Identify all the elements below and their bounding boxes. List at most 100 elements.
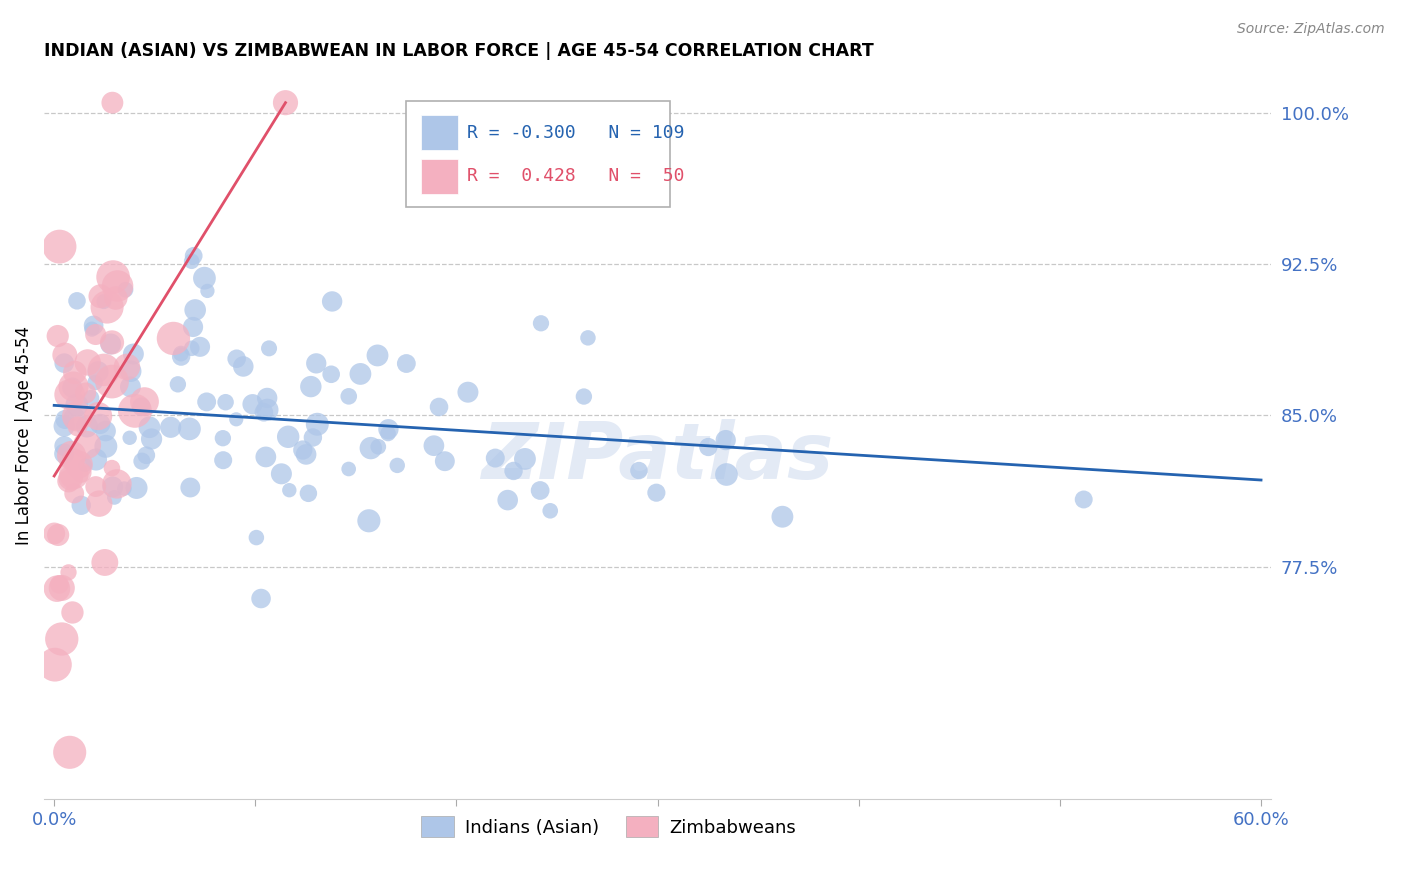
Point — [538, 504, 561, 518]
Point — [94, 424, 117, 438]
Point — [124, 404, 146, 418]
Point — [48, 577, 70, 591]
Point — [254, 450, 277, 464]
Point — [270, 467, 292, 481]
Point — [307, 417, 329, 432]
Point — [80, 391, 103, 405]
Point — [93, 294, 115, 309]
Point — [114, 283, 136, 297]
Point — [253, 405, 276, 419]
Point — [232, 359, 254, 374]
Point — [44, 657, 66, 672]
Point — [502, 464, 524, 478]
Point — [138, 420, 160, 434]
Point — [53, 419, 76, 434]
Point — [89, 497, 111, 511]
Point — [321, 368, 343, 382]
Point — [107, 279, 129, 293]
Point — [179, 422, 201, 436]
Point — [87, 409, 110, 423]
Point — [76, 419, 98, 434]
Point — [80, 322, 103, 336]
Point — [53, 412, 76, 426]
Point — [115, 359, 138, 374]
Point — [170, 346, 193, 360]
Text: R = -0.300   N = 109: R = -0.300 N = 109 — [467, 124, 685, 142]
Point — [1073, 492, 1095, 507]
Point — [53, 356, 76, 370]
Point — [302, 430, 325, 444]
Point — [484, 451, 506, 466]
Point — [84, 327, 107, 342]
Point — [59, 745, 82, 759]
Point — [96, 300, 118, 314]
Point — [75, 386, 97, 401]
Point — [83, 318, 105, 333]
Point — [44, 526, 66, 541]
Point — [457, 385, 479, 400]
Point — [242, 397, 264, 411]
FancyBboxPatch shape — [406, 102, 669, 207]
Point — [357, 514, 380, 528]
Point — [89, 289, 111, 303]
Point — [46, 582, 69, 596]
Point — [59, 387, 82, 401]
Point — [84, 479, 107, 493]
Point — [321, 294, 343, 309]
Point — [46, 528, 69, 542]
Point — [112, 482, 135, 496]
Point — [195, 395, 218, 409]
Point — [513, 451, 536, 466]
Point — [245, 531, 267, 545]
Point — [62, 379, 84, 393]
Point — [299, 379, 322, 393]
Point — [101, 461, 124, 475]
Point — [46, 329, 69, 343]
Point — [135, 448, 157, 462]
Point — [104, 291, 127, 305]
Point — [66, 419, 89, 434]
Point — [84, 452, 107, 467]
Point — [53, 439, 76, 453]
Point — [225, 412, 247, 426]
Point — [131, 454, 153, 468]
Point — [122, 347, 145, 361]
Point — [496, 493, 519, 508]
Point — [212, 431, 235, 445]
Point — [183, 249, 205, 263]
Point — [141, 432, 163, 446]
Point — [131, 400, 153, 414]
Text: Source: ZipAtlas.com: Source: ZipAtlas.com — [1237, 22, 1385, 37]
Point — [93, 363, 115, 377]
Point — [180, 341, 202, 355]
Point — [51, 632, 73, 646]
Point — [170, 350, 193, 364]
Point — [94, 556, 117, 570]
Point — [572, 390, 595, 404]
Point — [89, 417, 111, 431]
Point — [53, 447, 76, 461]
Point — [395, 357, 418, 371]
Point — [162, 331, 184, 345]
Point — [197, 284, 219, 298]
Point — [627, 464, 650, 478]
Point — [433, 454, 456, 468]
Point — [184, 302, 207, 317]
Point — [225, 351, 247, 366]
Point — [105, 476, 128, 491]
Point — [278, 483, 301, 498]
Point — [60, 449, 83, 463]
Point — [377, 422, 399, 436]
Point — [66, 293, 89, 308]
Point — [714, 433, 737, 447]
Point — [770, 509, 793, 524]
Point — [349, 367, 371, 381]
Point — [159, 420, 181, 434]
Point — [70, 466, 93, 480]
Point — [188, 340, 211, 354]
Point — [63, 366, 86, 380]
Point — [387, 458, 409, 473]
Point — [274, 95, 297, 110]
Point — [529, 483, 551, 498]
Point — [257, 342, 280, 356]
